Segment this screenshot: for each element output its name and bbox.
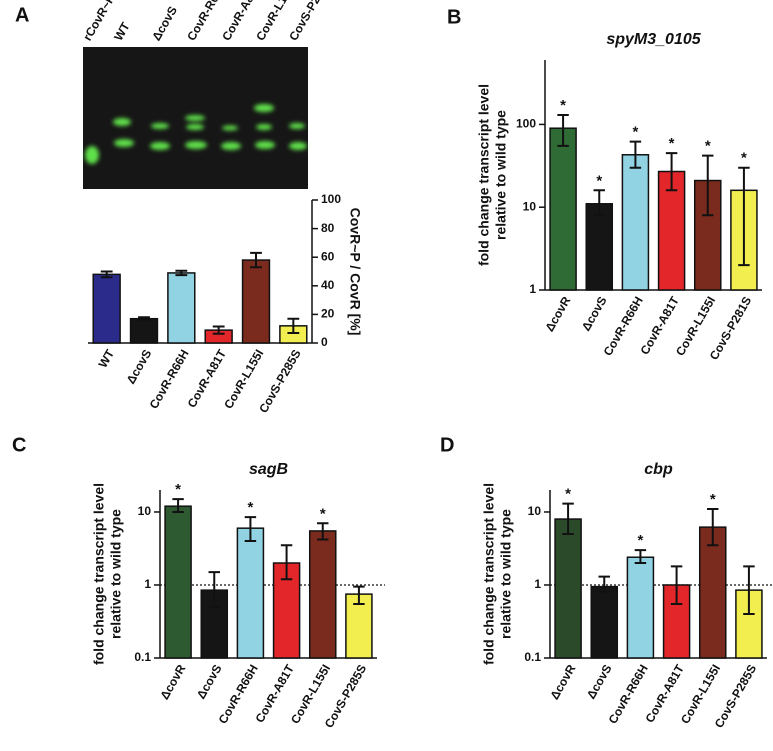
significance-star: * (565, 486, 571, 503)
y-tick-label: 100 (321, 192, 341, 206)
panel-title: spyM3_0105 (606, 31, 701, 48)
x-tick-label: ΔcovS (124, 347, 155, 386)
y-tick-label: 1 (144, 577, 151, 591)
bar (554, 518, 582, 659)
panel-title: sagB (249, 461, 288, 478)
significance-star: * (710, 491, 716, 508)
significance-star: * (175, 481, 181, 498)
panel-letter: C (12, 434, 26, 456)
bar (129, 317, 159, 344)
error-bar (634, 549, 647, 565)
panel-letter: D (440, 434, 454, 456)
x-tick-label: ΔcovS (579, 294, 610, 333)
y-axis-label: fold change transcript level (476, 84, 492, 266)
y-tick-label: 1 (529, 282, 536, 296)
y-tick-label: 1 (534, 577, 541, 591)
error-bar (738, 166, 750, 267)
error-bar (670, 565, 683, 605)
x-tick-label: ΔcovS (194, 662, 225, 701)
y-axis-label: relative to wild type (108, 509, 124, 639)
significance-star: * (632, 124, 638, 141)
x-tick-label: ΔcovR (547, 662, 578, 702)
panel-letter: B (447, 6, 461, 28)
error-bar (353, 585, 365, 605)
y-tick-label: 100 (516, 117, 536, 131)
y-tick-label: 10 (138, 504, 152, 518)
bar (164, 505, 192, 659)
y-tick-label: 0.1 (134, 650, 151, 664)
y-tick-label: 60 (321, 249, 335, 263)
significance-star: * (669, 135, 675, 152)
bar (92, 273, 121, 344)
y-tick-label: 40 (321, 278, 335, 292)
significance-star: * (247, 499, 253, 516)
x-tick-label: ΔcovR (157, 662, 188, 702)
lane-label: ΔcovS (149, 4, 180, 43)
lane-label: CovS-P285S (286, 0, 333, 43)
error-bar (287, 317, 300, 334)
bar (236, 527, 265, 659)
significance-star: * (741, 150, 747, 167)
error-bar (100, 270, 113, 279)
error-bar (208, 571, 220, 608)
panel-letter: A (15, 4, 29, 26)
error-bar (598, 575, 610, 594)
y-axis-label: relative to wild type (493, 110, 509, 240)
bar (698, 526, 727, 659)
error-bar (172, 498, 184, 513)
error-bar (244, 516, 257, 543)
y-axis-label: relative to wild type (498, 509, 514, 639)
bar (585, 203, 614, 291)
y-tick-label: 0 (321, 335, 328, 349)
gel-image (83, 47, 308, 189)
significance-star: * (637, 532, 643, 549)
panel-title: cbp (644, 461, 673, 478)
x-tick-label: ΔcovR (542, 294, 573, 334)
error-bar (629, 140, 642, 169)
error-bar (557, 113, 569, 147)
x-tick-label: ΔcovS (584, 662, 615, 701)
bar (167, 272, 196, 344)
error-bar (175, 269, 188, 277)
error-bar (317, 522, 329, 541)
error-bar (593, 189, 605, 217)
x-tick-label: WT (96, 347, 118, 371)
bar (590, 585, 619, 659)
significance-star: * (560, 97, 566, 114)
error-bar (212, 325, 225, 335)
error-bar (743, 565, 755, 616)
error-bar (702, 154, 714, 217)
y-axis-label: CovR~P / CovR [%] (347, 208, 363, 336)
significance-star: * (705, 138, 711, 155)
significance-star: * (320, 505, 326, 522)
error-bar (665, 152, 678, 192)
y-tick-label: 80 (321, 221, 335, 235)
error-bar (138, 316, 150, 322)
y-tick-label: 0.1 (524, 650, 541, 664)
gel-bands (85, 104, 307, 164)
bar (549, 127, 577, 291)
error-bar (707, 507, 719, 547)
bar (241, 259, 271, 344)
y-tick-label: 10 (523, 199, 537, 213)
error-bar (250, 251, 262, 269)
error-bar (562, 502, 574, 535)
bar (308, 530, 337, 659)
y-tick-label: 20 (321, 307, 335, 321)
lane-label: WT (111, 19, 133, 43)
y-axis-label: fold change transcript level (91, 483, 107, 665)
y-tick-label: 10 (528, 504, 542, 518)
significance-star: * (596, 172, 602, 189)
y-axis-label: fold change transcript level (481, 483, 497, 665)
bar (626, 556, 655, 659)
bar (621, 154, 650, 291)
error-bar (280, 544, 293, 581)
